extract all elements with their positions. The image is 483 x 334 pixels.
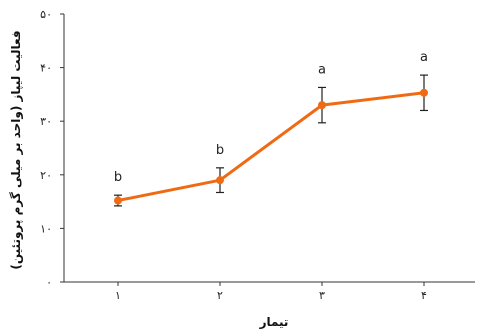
significance-label: a <box>318 62 326 77</box>
y-axis: ۰ ۱۰ ۲۰ ۳۰ ۴۰ ۵۰ <box>40 8 65 289</box>
series-group: b b a a <box>114 50 428 207</box>
x-tick-label: ۴ <box>421 289 427 302</box>
significance-label: a <box>420 50 428 65</box>
x-tick-label: ۱ <box>115 289 121 302</box>
data-point <box>318 101 326 110</box>
x-axis: ۱ ۲ ۳ ۴ <box>64 281 475 302</box>
y-tick-label: ۱۰ <box>40 222 52 235</box>
x-tick-label: ۳ <box>319 289 325 302</box>
data-point <box>114 196 122 205</box>
y-axis-title: فعالیت لیپاز (واحد بر میلی گرم پروتئین) <box>9 30 24 269</box>
series-line <box>117 91 425 202</box>
y-tick-label: ۴۰ <box>40 62 52 75</box>
significance-label: b <box>114 170 122 185</box>
y-tick-label: ۲۰ <box>40 169 52 182</box>
data-point <box>420 88 428 97</box>
y-tick-label: ۰ <box>46 276 52 289</box>
y-tick-label: ۳۰ <box>40 115 52 128</box>
data-point <box>216 176 224 185</box>
y-tick-label: ۵۰ <box>40 8 52 21</box>
significance-label: b <box>216 143 224 158</box>
x-tick-label: ۲ <box>217 289 223 302</box>
x-axis-title: تیمار <box>259 315 289 329</box>
